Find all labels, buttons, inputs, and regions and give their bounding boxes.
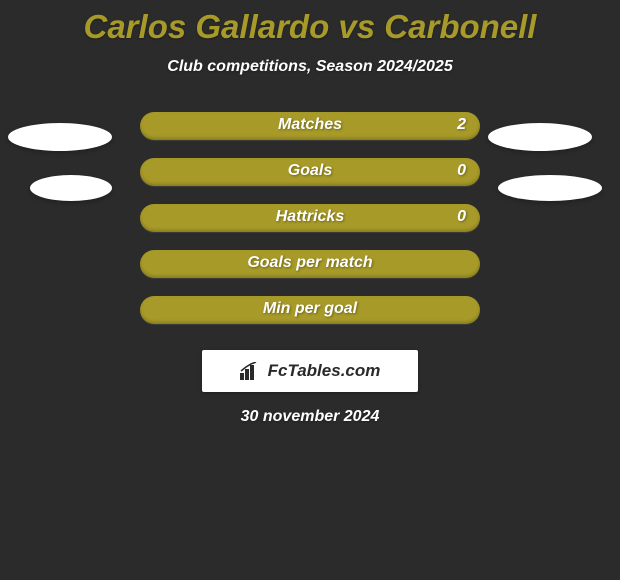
page-title: Carlos Gallardo vs Carbonell — [0, 0, 620, 46]
decorative-ellipse — [8, 123, 112, 151]
page-subtitle: Club competitions, Season 2024/2025 — [0, 58, 620, 76]
stat-bar: Goals per match — [140, 250, 480, 278]
decorative-ellipse — [498, 175, 602, 201]
stat-bar: Matches 2 — [140, 112, 480, 140]
decorative-ellipse — [488, 123, 592, 151]
stat-value: 2 — [457, 116, 466, 134]
comparison-infographic: Carlos Gallardo vs Carbonell Club compet… — [0, 0, 620, 580]
bar-chart-icon — [240, 362, 262, 380]
decorative-ellipse — [30, 175, 112, 201]
stat-bar: Hattricks 0 — [140, 204, 480, 232]
stat-label: Goals — [140, 162, 480, 180]
date-text: 30 november 2024 — [0, 408, 620, 426]
logo-box: FcTables.com — [202, 350, 418, 392]
stat-row-goals-per-match: Goals per match — [0, 250, 620, 296]
stat-value: 0 — [457, 208, 466, 226]
stat-bar: Goals 0 — [140, 158, 480, 186]
stat-label: Matches — [140, 116, 480, 134]
stat-row-hattricks: Hattricks 0 — [0, 204, 620, 250]
logo-text: FcTables.com — [268, 361, 381, 381]
stat-label: Goals per match — [140, 254, 480, 272]
stat-value: 0 — [457, 162, 466, 180]
stat-bar: Min per goal — [140, 296, 480, 324]
stat-row-min-per-goal: Min per goal — [0, 296, 620, 342]
stat-label: Min per goal — [140, 300, 480, 318]
stat-label: Hattricks — [140, 208, 480, 226]
